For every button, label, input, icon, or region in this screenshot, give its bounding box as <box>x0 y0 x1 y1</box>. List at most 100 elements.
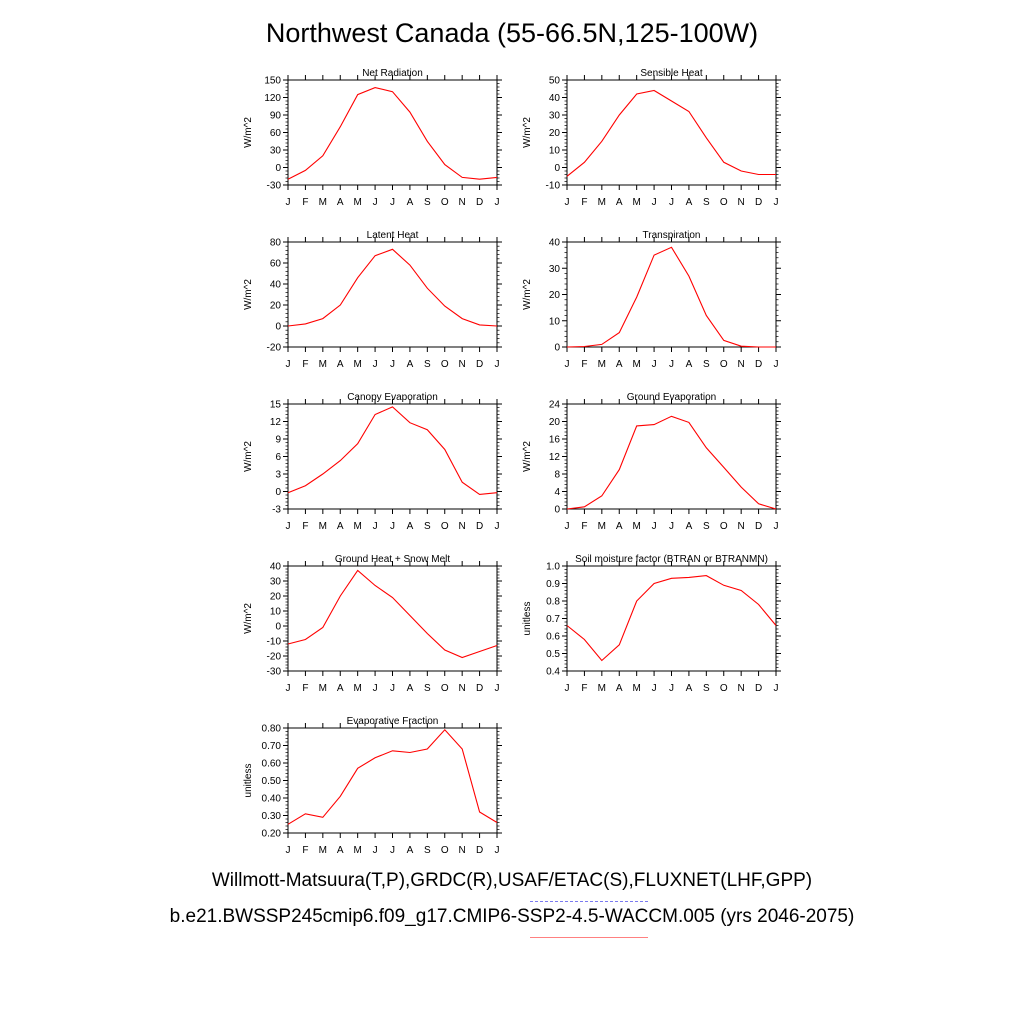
y-tick-label: -20 <box>267 652 282 663</box>
x-tick-label: M <box>319 845 327 856</box>
x-tick-label: O <box>720 359 728 370</box>
y-tick-label: 16 <box>549 435 561 446</box>
y-tick-label: 0 <box>554 163 560 174</box>
x-tick-label: J <box>495 197 500 208</box>
y-tick-label: 0.40 <box>262 794 282 805</box>
y-tick-label: 30 <box>549 111 561 122</box>
x-tick-label: A <box>407 359 414 370</box>
y-tick-label: 30 <box>270 577 282 588</box>
chart-title: Ground Heat + Snow Melt <box>335 554 451 565</box>
x-tick-label: J <box>286 521 291 532</box>
x-tick-label: S <box>424 359 431 370</box>
plot-frame <box>287 241 498 348</box>
x-tick-label: M <box>319 197 327 208</box>
x-tick-label: N <box>459 359 466 370</box>
x-tick-label: A <box>407 683 414 694</box>
y-tick-label: 60 <box>270 128 282 139</box>
chart-title: Ground Evaporation <box>627 392 717 403</box>
y-tick-label: -10 <box>267 637 282 648</box>
y-tick-label: 80 <box>270 238 282 249</box>
x-tick-label: J <box>774 197 779 208</box>
x-tick-label: S <box>424 845 431 856</box>
y-tick-label: 40 <box>549 93 561 104</box>
y-tick-label: 12 <box>270 417 282 428</box>
y-tick-label: 0.20 <box>262 829 282 840</box>
series-line <box>566 575 777 662</box>
x-tick-label: M <box>598 683 606 694</box>
y-axis-label: W/m^2 <box>522 117 533 148</box>
y-tick-label: 20 <box>270 592 282 603</box>
y-tick-label: 0.30 <box>262 811 282 822</box>
x-tick-label: F <box>302 683 308 694</box>
x-tick-label: O <box>720 197 728 208</box>
x-tick-label: M <box>353 197 361 208</box>
x-tick-label: O <box>441 359 449 370</box>
x-tick-label: J <box>373 521 378 532</box>
x-tick-label: A <box>686 197 693 208</box>
y-tick-label: 20 <box>549 128 561 139</box>
x-tick-label: J <box>565 359 570 370</box>
y-tick-label: 10 <box>549 316 561 327</box>
x-tick-label: M <box>598 359 606 370</box>
y-tick-label: 0.80 <box>262 724 282 735</box>
y-tick-label: -10 <box>546 181 561 192</box>
x-tick-label: J <box>669 197 674 208</box>
chart-title: Canopy Evaporation <box>347 392 438 403</box>
x-tick-label: S <box>424 197 431 208</box>
series-line <box>566 246 776 348</box>
y-axis-label: W/m^2 <box>243 279 254 310</box>
x-tick-label: N <box>459 683 466 694</box>
x-tick-label: M <box>598 197 606 208</box>
y-tick-label: 0.60 <box>262 759 282 770</box>
x-tick-label: N <box>738 359 745 370</box>
x-tick-label: A <box>337 359 344 370</box>
x-tick-label: J <box>373 359 378 370</box>
x-tick-label: M <box>632 683 640 694</box>
x-tick-label: F <box>302 359 308 370</box>
x-tick-label: N <box>738 521 745 532</box>
x-tick-label: D <box>476 197 483 208</box>
y-axis-label: W/m^2 <box>522 279 533 310</box>
x-tick-label: J <box>286 845 291 856</box>
x-tick-label: M <box>319 359 327 370</box>
x-tick-label: M <box>319 683 327 694</box>
x-tick-label: A <box>616 683 623 694</box>
x-tick-label: N <box>459 521 466 532</box>
x-tick-label: M <box>353 521 361 532</box>
y-tick-label: 0.5 <box>546 649 560 660</box>
x-tick-label: N <box>738 197 745 208</box>
y-tick-label: 8 <box>554 470 560 481</box>
x-tick-label: S <box>703 683 710 694</box>
x-tick-label: J <box>373 683 378 694</box>
x-tick-label: O <box>720 683 728 694</box>
x-tick-label: F <box>302 521 308 532</box>
x-tick-label: A <box>686 359 693 370</box>
y-tick-label: 30 <box>270 146 282 157</box>
plot-frame <box>566 241 777 348</box>
page-title: Northwest Canada (55-66.5N,125-100W) <box>265 18 759 48</box>
observations-legend-label: Willmott-Matsuura(T,P),GRDC(R),USAF/ETAC… <box>211 870 813 891</box>
y-tick-label: -3 <box>272 505 281 516</box>
y-tick-label: 0.9 <box>546 579 560 590</box>
series-line <box>566 89 776 177</box>
y-tick-label: 20 <box>549 417 561 428</box>
x-tick-label: F <box>581 683 587 694</box>
x-tick-label: S <box>703 197 710 208</box>
series-line <box>287 87 498 180</box>
x-tick-label: J <box>774 521 779 532</box>
plot-frame <box>566 403 777 510</box>
x-tick-label: S <box>703 521 710 532</box>
x-tick-label: A <box>337 845 344 856</box>
y-tick-label: 120 <box>264 93 281 104</box>
x-tick-label: M <box>353 845 361 856</box>
x-tick-label: O <box>441 683 449 694</box>
x-tick-label: A <box>337 683 344 694</box>
y-tick-label: -20 <box>267 343 282 354</box>
y-tick-label: 0.4 <box>546 667 560 678</box>
x-tick-label: J <box>495 845 500 856</box>
y-axis-label: unitless <box>522 602 533 636</box>
x-tick-label: J <box>774 683 779 694</box>
plot-frame <box>287 565 498 672</box>
